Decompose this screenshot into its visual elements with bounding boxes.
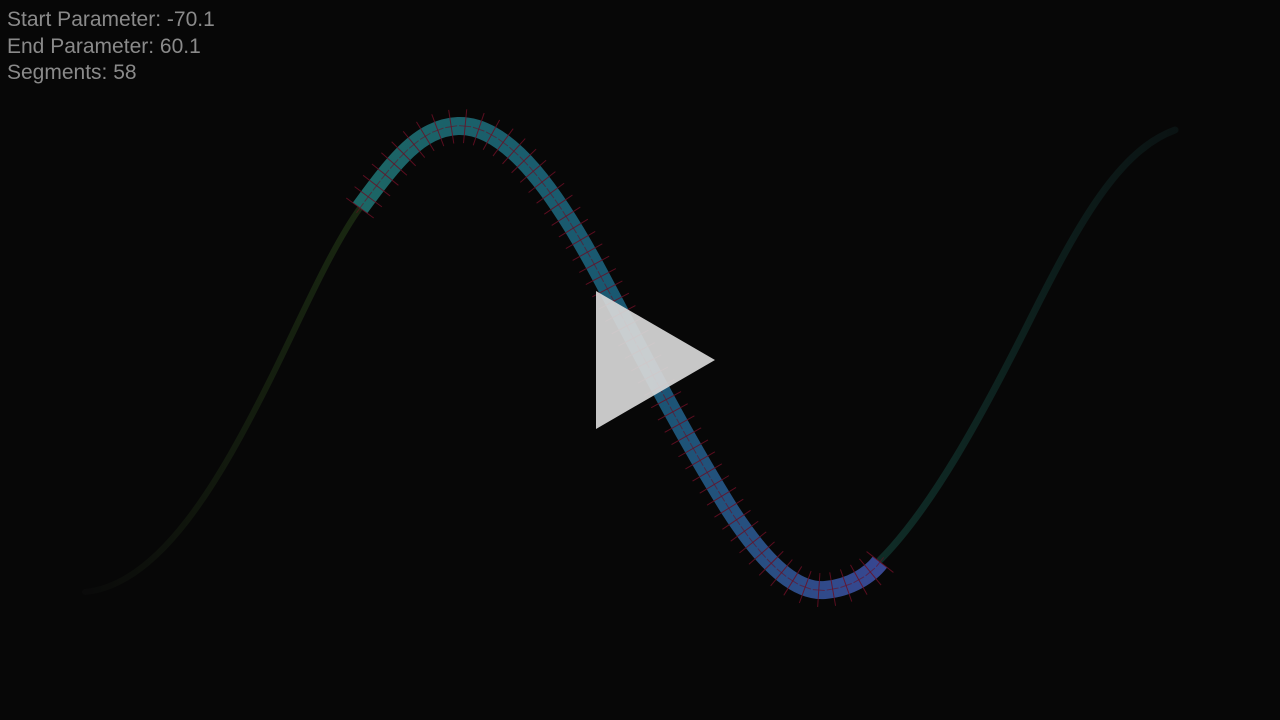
segment-tick-cross <box>399 149 409 159</box>
segment-tick-cross <box>696 454 704 466</box>
segment-tick-cross <box>445 125 458 129</box>
segment-tick-cross <box>676 418 683 430</box>
segment-tick-cross <box>853 576 865 584</box>
segment-tick-cross <box>472 126 485 132</box>
segment-tick-cross <box>509 146 519 156</box>
segment-tick-cross <box>356 202 364 214</box>
segment-tick-cross <box>364 191 373 202</box>
segment-tick-cross <box>812 589 825 591</box>
segment-tick-cross <box>584 246 591 258</box>
segment-tick-cross <box>703 466 711 478</box>
segment-tick-cross <box>740 526 749 537</box>
segment-tick-cross <box>537 177 547 188</box>
segment-tick-cross <box>669 406 677 418</box>
segment-tick-cross <box>569 222 577 234</box>
segment-tick-cross <box>732 514 741 526</box>
segment-tick-cross <box>562 210 570 222</box>
segment-tick-cross <box>431 127 444 133</box>
segments-line: Segments: 58 <box>7 60 215 87</box>
segment-tick-cross <box>710 478 718 490</box>
segment-tick-cross <box>662 394 670 406</box>
segment-tick-cross <box>776 568 787 577</box>
curve-faded-left <box>82 205 363 595</box>
segment-tick-cross <box>485 131 497 139</box>
segment-tick-cross <box>840 583 852 588</box>
segment-tick-cross <box>519 156 529 166</box>
segment-tick-cross <box>865 567 876 577</box>
segment-tick-cross <box>419 132 431 140</box>
parameter-readout: Start Parameter: -70.1 End Parameter: 60… <box>7 7 215 87</box>
segment-ticks <box>345 109 894 608</box>
start-parameter-line: Start Parameter: -70.1 <box>7 7 215 34</box>
segment-tick-cross <box>748 537 757 548</box>
play-icon[interactable] <box>596 291 715 429</box>
segment-tick-cross <box>689 442 697 454</box>
segment-tick-cross <box>554 199 563 210</box>
end-parameter-label: End Parameter: <box>7 34 160 58</box>
segment-tick-cross <box>528 166 538 177</box>
segment-tick-cross <box>381 169 390 180</box>
play-button[interactable] <box>596 291 716 429</box>
segment-tick-cross <box>497 138 509 147</box>
segment-tick-cross <box>875 556 885 568</box>
curve-faded-right <box>876 126 1179 564</box>
segment-tick-cross <box>372 180 381 191</box>
segment-tick-cross <box>590 258 598 270</box>
end-parameter-value: 60.1 <box>159 34 201 58</box>
segment-tick-cross <box>787 577 799 585</box>
segment-tick-cross <box>725 502 733 514</box>
start-parameter-label: Start Parameter: <box>7 8 167 31</box>
segment-tick-cross <box>799 584 812 590</box>
segment-tick-cross <box>826 587 839 591</box>
segment-tick-cross <box>597 271 605 283</box>
segment-tick-cross <box>389 159 399 169</box>
segment-tick-cross <box>408 140 419 149</box>
segment-tick-cross <box>459 125 472 128</box>
segment-tick-cross <box>546 188 555 199</box>
segment-tick-cross <box>766 558 776 568</box>
segment-tick-cross <box>757 548 767 558</box>
end-parameter-line: End Parameter: 60.1 <box>7 34 215 61</box>
segment-tick-cross <box>577 234 584 246</box>
segment-tick-cross <box>682 430 690 442</box>
segments-label: Segments: <box>7 61 114 84</box>
segment-tick-cross <box>717 490 726 502</box>
segment-tick-cross <box>604 283 611 295</box>
segments-value: 58 <box>113 61 137 84</box>
start-parameter-value: -70.1 <box>166 8 215 31</box>
